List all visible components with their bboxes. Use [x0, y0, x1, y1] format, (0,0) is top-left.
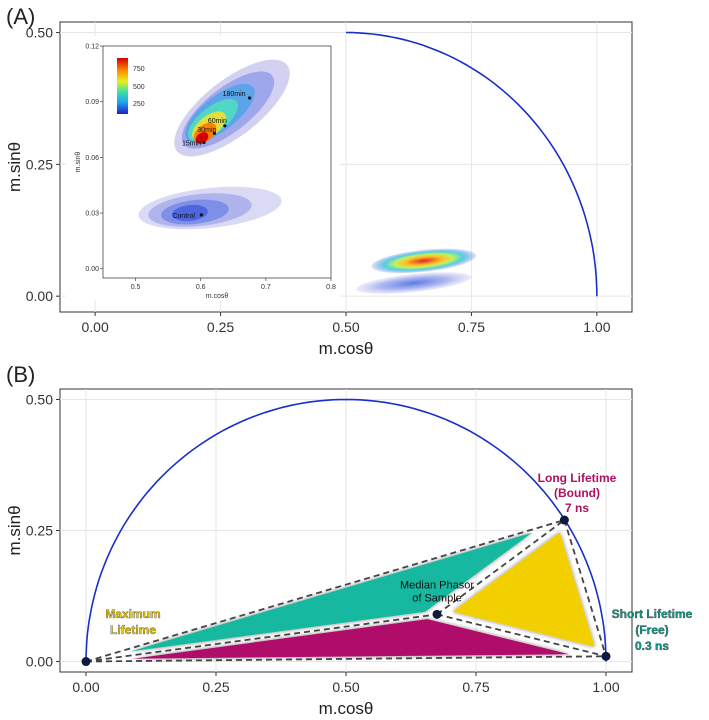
panel-b-teal-triangle — [130, 532, 533, 652]
inset-x-tick-label: 0.7 — [261, 284, 271, 291]
inset-x-tick-label: 0.6 — [196, 284, 206, 291]
inset-x-axis-title: m.cosθ — [206, 293, 229, 300]
inset-y-tick-label: 0.06 — [85, 155, 99, 162]
panel-b-x-tick-label: 1.00 — [592, 679, 619, 695]
inset-point-180min — [247, 96, 252, 100]
panel-a-y-tick-label: 0.00 — [26, 288, 53, 304]
inset-point-label: 180min — [223, 91, 246, 98]
panel-b: 0.00 0.25 0.50 0.75 1.00 0.00 0.25 0.50 m.cosθ m.… — [5, 388, 693, 718]
inset-point-label: 30min — [197, 127, 216, 134]
inset-point-30min — [212, 131, 216, 135]
median-phasor-annotation-line: Median Phasor — [400, 579, 474, 591]
panel-b-y-tick-label: 0.50 — [26, 391, 53, 407]
panel-b-dashed-line — [85, 655, 607, 663]
inset-point-label: Control — [172, 213, 195, 220]
panel-b-point-short-lifetime — [601, 651, 611, 661]
inset-point-label: 15min — [182, 141, 201, 148]
panel-b-x-tick-label: 0.50 — [332, 679, 359, 695]
panel-b-magenta-triangle — [132, 619, 570, 659]
inset-y-axis-title: m.sinθ — [75, 152, 82, 173]
panel-b-point-long-lifetime — [559, 515, 569, 525]
inset-point-60min — [223, 124, 227, 128]
panel-a-x-tick-label: 1.00 — [583, 319, 610, 335]
panel-b-dashed-line — [436, 613, 607, 658]
panel-b-point-median-phasor — [432, 609, 442, 619]
inset-plot-area — [102, 45, 332, 279]
panel-b-y-axis-title: m.sinθ — [5, 505, 24, 555]
inset-treated-density-level — [195, 132, 209, 144]
short-lifetime-annotation: Short Lifetime (Free) 0.3 ns — [612, 607, 693, 653]
inset-point-control — [199, 213, 203, 217]
panel-a-x-tick-label: 0.25 — [207, 319, 234, 335]
inset-colorbar-tick-label: 500 — [133, 84, 145, 91]
long-lifetime-annotation-line: 7 ns — [565, 501, 589, 515]
panel-b-semicircle-arc — [85, 398, 607, 662]
panel-a-density-cloud-control — [356, 272, 472, 294]
panel-a-x-tick-label: 0.00 — [81, 319, 108, 335]
panel-a-x-tick-label: 0.50 — [332, 319, 359, 335]
panel-b-y-tick-label: 0.00 — [26, 654, 53, 670]
panel-a-semicircle-arc — [345, 31, 598, 297]
panel-a-density-cloud-treated — [371, 248, 477, 274]
panel-b-dashed-line — [436, 519, 565, 616]
long-lifetime-annotation-line: (Bound) — [554, 486, 600, 500]
inset-x-tick-label: 0.8 — [326, 284, 336, 291]
inset-colorbar-tick-label: 750 — [133, 66, 145, 73]
panel-b-dashed-line — [563, 519, 607, 657]
short-lifetime-annotation-line: 0.3 ns — [635, 639, 669, 653]
panel-b-x-tick-label: 0.25 — [202, 679, 229, 695]
panel-b-x-axis-title: m.cosθ — [319, 699, 374, 718]
median-phasor-annotation-line: of Sample — [412, 592, 462, 604]
maximum-lifetime-annotation: Maximum Lifetime — [105, 607, 160, 637]
inset-colorbar — [117, 58, 128, 114]
maximum-lifetime-annotation-line: Maximum — [105, 607, 160, 621]
panel-a-y-axis-title: m.sinθ — [5, 142, 24, 192]
panel-b-dashed-line — [85, 519, 565, 663]
inset-point-label: 60min — [208, 118, 227, 125]
long-lifetime-annotation-line: Long Lifetime — [538, 471, 617, 485]
short-lifetime-annotation-line: Short Lifetime — [612, 607, 693, 621]
median-phasor-annotation: Median Phasor of Sample — [400, 579, 474, 604]
panel-a-label: (A) — [6, 4, 35, 29]
panel-b-y-tick-label: 0.25 — [26, 523, 53, 539]
panel-a: 0.00 0.25 0.50 0.75 1.00 0.00 0.25 0.50 m.cosθ m.… — [5, 21, 633, 358]
short-lifetime-annotation-line: (Free) — [635, 623, 668, 637]
panel-b-label: (B) — [6, 362, 35, 387]
inset-x-tick-label: 0.5 — [131, 284, 141, 291]
inset-control-density-level — [172, 204, 208, 222]
inset-point-15min — [202, 140, 206, 145]
panel-a-y-tick-label: 0.50 — [26, 25, 53, 41]
panel-b-x-tick-label: 0.75 — [462, 679, 489, 695]
panel-b-dashed-line — [85, 613, 438, 663]
panel-a-x-tick-label: 0.75 — [458, 319, 485, 335]
panel-b-yellow-triangle — [452, 532, 595, 647]
maximum-lifetime-annotation-line: Lifetime — [110, 623, 156, 637]
panel-b-point-maximum-lifetime — [81, 657, 91, 667]
panel-a-x-axis-title: m.cosθ — [319, 339, 374, 358]
long-lifetime-annotation: Long Lifetime (Bound) 7 ns — [538, 471, 617, 515]
inset-colorbar-tick-label: 250 — [133, 101, 145, 108]
inset-y-tick-label: 0.03 — [85, 211, 99, 218]
inset-y-tick-label: 0.00 — [85, 266, 99, 273]
inset-y-tick-label: 0.12 — [85, 44, 99, 51]
panel-a-y-tick-label: 0.25 — [26, 156, 53, 172]
panel-b-x-tick-label: 0.00 — [72, 679, 99, 695]
inset-y-tick-label: 0.09 — [85, 99, 99, 106]
